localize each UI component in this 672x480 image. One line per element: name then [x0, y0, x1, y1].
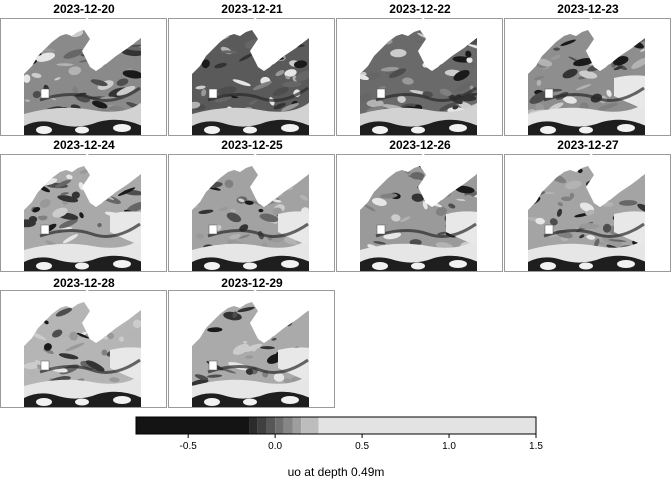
land-mask: [586, 18, 645, 71]
panel-title: 2023-12-20: [53, 2, 115, 16]
panel-title: 2023-12-26: [389, 138, 451, 152]
map-panel: 2023-12-22: [336, 2, 503, 136]
colorbar-tick-label: 1.5: [529, 441, 543, 452]
land-mask: [82, 18, 141, 71]
map-panel: 2023-12-20: [0, 2, 167, 136]
colorbar-bin: [318, 417, 536, 434]
map-panel: 2023-12-23: [504, 2, 671, 136]
land-mask: [82, 154, 141, 207]
land-mask: [250, 154, 309, 207]
coast-notch: [40, 224, 50, 235]
land-mask: [250, 290, 309, 343]
map-panel: 2023-12-27: [504, 138, 671, 272]
coast-notch: [544, 88, 554, 99]
colorbar-tick-label: 1.0: [442, 441, 456, 452]
colorbar-ticks: -0.5 0.0 0.5 1.0 1.5: [180, 434, 543, 452]
panel-title: 2023-12-22: [389, 2, 451, 16]
map-panel: 2023-12-29: [168, 276, 335, 408]
colorbar-bin: [266, 417, 276, 434]
colorbar-frame: [135, 416, 537, 435]
colorbar-bins: [136, 417, 536, 434]
coast-notch: [376, 88, 386, 99]
colorbar-bin: [301, 417, 319, 434]
coast-notch: [376, 224, 386, 235]
colorbar-title: uo at depth 0.49m: [288, 465, 385, 479]
colorbar-tick-label: 0.5: [355, 441, 369, 452]
colorbar-bin: [257, 417, 267, 434]
map-panel: 2023-12-28: [0, 276, 167, 408]
colorbar-bin: [136, 417, 250, 434]
land-mask: [250, 18, 309, 71]
colorbar-bin: [292, 417, 302, 434]
colorbar-tick-label: 0.0: [268, 441, 282, 452]
map-panel: 2023-12-21: [168, 2, 335, 136]
coast-notch: [40, 360, 50, 371]
coast-notch: [544, 224, 554, 235]
land-mask: [418, 154, 477, 207]
colorbar: -0.5 0.0 0.5 1.0 1.5 uo at depth 0.49m: [135, 416, 543, 479]
land-mask: [82, 290, 141, 343]
panel-title: 2023-12-27: [557, 138, 619, 152]
coast-notch: [40, 88, 50, 99]
coast-notch: [208, 360, 218, 371]
map-panel: 2023-12-25: [168, 138, 335, 272]
colorbar-bin: [249, 417, 258, 434]
panel-title: 2023-12-29: [221, 276, 283, 290]
map-panel: 2023-12-26: [336, 138, 503, 272]
map-panels: 2023-12-20 2023-12-21 2023-12-22 2023-12-23…: [0, 2, 671, 408]
colorbar-tick-label: -0.5: [180, 441, 198, 452]
map-panel: 2023-12-24: [0, 138, 167, 272]
coast-notch: [208, 224, 218, 235]
panel-title: 2023-12-25: [221, 138, 283, 152]
panel-title: 2023-12-23: [557, 2, 619, 16]
panel-title: 2023-12-28: [53, 276, 115, 290]
land-mask: [586, 154, 645, 207]
land-mask: [418, 18, 477, 71]
panel-title: 2023-12-21: [221, 2, 283, 16]
colorbar-bin: [275, 417, 284, 434]
colorbar-bin: [283, 417, 293, 434]
panel-title: 2023-12-24: [53, 138, 115, 152]
coast-notch: [208, 88, 218, 99]
